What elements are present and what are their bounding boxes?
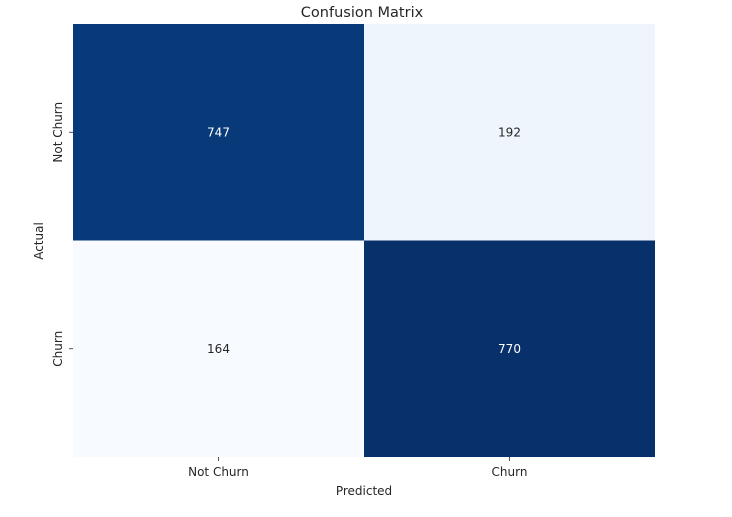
cell-value-label-1-1: 770 (498, 342, 521, 356)
y-tick-label-1: Churn (51, 331, 65, 367)
cell-value-label-0-0: 747 (207, 125, 230, 139)
heatmap-cell-labels: 747 192 164 770 (207, 125, 521, 356)
cell-value-label-0-1: 192 (498, 125, 521, 139)
y-axis-label: Actual (32, 222, 46, 260)
heatmap-cell-1-0 (73, 240, 364, 457)
chart-title: Confusion Matrix (301, 5, 424, 21)
x-axis-label: Predicted (336, 484, 392, 498)
x-tick-label-1: Churn (492, 465, 528, 479)
cell-value-label-1-0: 164 (207, 342, 230, 356)
x-tick-label-0: Not Churn (188, 465, 249, 479)
heatmap-cell-1-1 (364, 240, 655, 457)
heatmap-cell-0-0 (73, 24, 364, 241)
heatmap-cells (73, 24, 655, 457)
axis-ticks: Not Churn Churn Not Churn Churn (51, 102, 527, 479)
heatmap-cell-0-1 (364, 24, 655, 241)
y-tick-label-0: Not Churn (51, 102, 65, 163)
